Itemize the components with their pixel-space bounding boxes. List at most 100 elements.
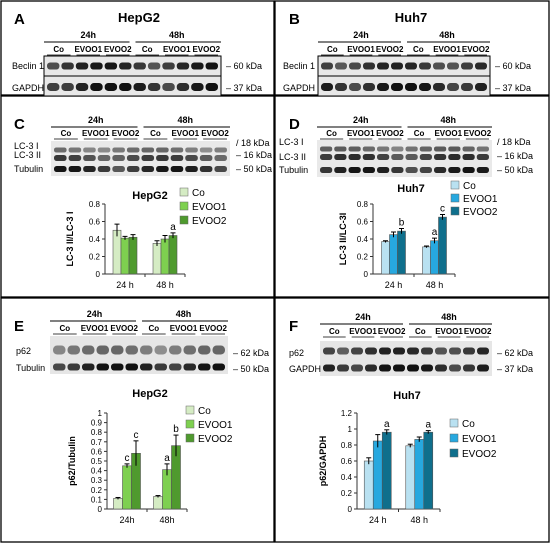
blot-band — [365, 347, 377, 355]
protein-label: Tubulin — [279, 165, 308, 175]
blot-band — [323, 347, 335, 355]
blot-band — [320, 167, 333, 173]
x-tick-label: 48h — [159, 515, 174, 525]
blot-band — [335, 62, 347, 70]
blot-band — [321, 62, 333, 70]
significance-label: a — [384, 419, 390, 430]
cell-line-title: HepG2 — [118, 10, 160, 25]
timepoint-label: 24h — [80, 30, 96, 40]
y-tick-label: 0 — [348, 505, 353, 514]
timepoint-label: 48h — [169, 30, 185, 40]
significance-label: c — [125, 453, 130, 464]
blot-band — [435, 364, 447, 372]
blot-band — [133, 83, 146, 91]
timepoint-label: 24h — [87, 309, 103, 319]
kda-marker: – 62 kDa — [497, 348, 533, 358]
blot-band — [419, 154, 432, 160]
y-axis-label: p62/Tubulin — [67, 436, 77, 486]
blot-band — [365, 364, 377, 372]
blot-band — [156, 155, 169, 161]
blot-frame — [317, 164, 492, 177]
blot-band — [199, 155, 213, 161]
blot-band-row — [320, 146, 489, 152]
blot-band — [462, 154, 475, 160]
blot-band — [83, 147, 96, 153]
blot-band — [191, 62, 204, 70]
blot-band — [214, 147, 227, 153]
x-tick-label: 48 h — [410, 515, 428, 525]
y-tick-label: 0.1 — [91, 495, 103, 504]
blot-band — [434, 146, 447, 152]
kda-marker: – 16 kDa — [236, 150, 272, 160]
blot-band — [83, 166, 96, 172]
lane-label: EVOO1 — [347, 129, 375, 138]
timepoint-label: 48h — [440, 115, 456, 125]
blot-band — [170, 166, 184, 172]
x-tick-label: 48 h — [156, 280, 174, 290]
blot-band — [391, 146, 404, 152]
blot-band — [156, 147, 169, 153]
blot-band — [68, 166, 82, 172]
blot-band — [47, 83, 60, 91]
blot-band — [463, 364, 475, 372]
bar — [422, 246, 431, 275]
blot-band — [377, 154, 390, 160]
kda-marker: – 60 kDa — [495, 61, 531, 71]
blot-band — [125, 363, 138, 371]
blot-band — [421, 347, 433, 355]
protein-label: LC-3 I — [14, 141, 39, 151]
y-tick-label: 1.2 — [341, 409, 353, 418]
blot-band — [191, 83, 204, 91]
legend-swatch — [450, 206, 460, 216]
bar — [120, 237, 130, 275]
bar — [430, 240, 439, 275]
blot-band — [199, 147, 213, 153]
lane-label: EVOO1 — [171, 129, 199, 138]
blot-band — [156, 166, 169, 172]
blot-band — [379, 364, 391, 372]
kda-marker: – 37 kDa — [495, 83, 531, 93]
legend-swatch — [185, 419, 195, 429]
blot-band — [112, 155, 125, 161]
blot-band — [111, 363, 124, 371]
blot-band — [448, 154, 461, 160]
y-tick-label: 0.6 — [91, 447, 103, 456]
blot-band — [421, 364, 433, 372]
lane-label: EVOO1 — [170, 324, 198, 333]
blot-band-row — [53, 363, 225, 371]
blot-band — [54, 155, 67, 161]
blot-band — [461, 62, 473, 70]
blot-band — [337, 347, 349, 355]
lane-label: Co — [414, 129, 425, 138]
y-tick-label: 1 — [348, 425, 353, 434]
blot-band — [61, 62, 74, 70]
significance-label: a — [164, 453, 170, 464]
blot-band — [68, 155, 82, 161]
legend-swatch — [449, 418, 459, 428]
timepoint-label: 24h — [355, 312, 371, 322]
y-tick-label: 0.8 — [89, 200, 101, 209]
blot-band — [162, 83, 175, 91]
panel-frame — [274, 297, 550, 543]
bar — [162, 469, 172, 510]
protein-label: GAPDH — [289, 364, 321, 374]
blot-band — [362, 167, 375, 173]
blot-band — [419, 167, 432, 173]
blot-band — [141, 147, 155, 153]
blot-band — [433, 83, 445, 91]
blot-band — [54, 166, 67, 172]
timepoint-label: 24h — [88, 115, 104, 125]
blot-band — [75, 62, 89, 70]
blot-band — [320, 154, 333, 160]
blot-band — [90, 62, 103, 70]
significance-label: c — [440, 204, 445, 215]
blot-band — [349, 62, 361, 70]
blot-band-row — [320, 154, 489, 160]
lane-label: Co — [150, 129, 161, 138]
blot-band — [205, 62, 218, 70]
blot-band — [434, 154, 447, 160]
legend-swatch — [449, 433, 459, 443]
protein-label: Tubulin — [14, 164, 43, 174]
protein-label: p62 — [289, 348, 304, 358]
legend-label: EVOO1 — [192, 202, 227, 213]
